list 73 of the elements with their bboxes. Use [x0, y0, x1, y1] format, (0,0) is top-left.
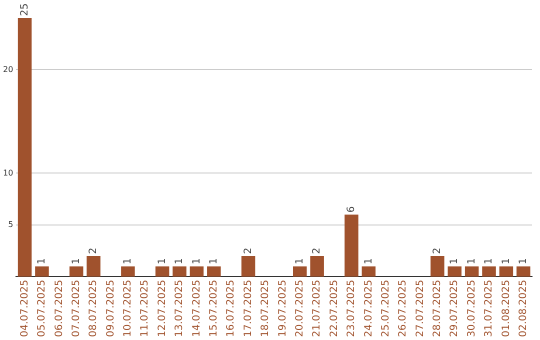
- bar: [86, 256, 100, 277]
- x-tick-label: 17.07.2025: [242, 280, 254, 338]
- data-label: 2: [312, 248, 323, 254]
- data-label: 1: [363, 258, 374, 264]
- bar: [464, 266, 479, 277]
- x-tick-label: 01.08.2025: [500, 280, 512, 338]
- x-tick-label: 11.07.2025: [140, 280, 151, 338]
- data-label: 1: [70, 258, 82, 264]
- bar: [448, 266, 462, 277]
- data-label: 1: [294, 258, 306, 264]
- bar: [155, 266, 170, 277]
- x-tick-label: 16.07.2025: [226, 280, 237, 338]
- x-tick-label: 06.07.2025: [54, 280, 65, 338]
- bar: [172, 266, 186, 277]
- x-tick-label: 29.07.2025: [449, 280, 460, 338]
- bar: [121, 266, 135, 277]
- y-tick-label: 10: [2, 168, 14, 178]
- data-label: 1: [208, 258, 220, 264]
- x-tick-label: 31.07.2025: [484, 280, 495, 338]
- bar: [241, 256, 256, 277]
- y-tick-label: 20: [2, 64, 14, 74]
- x-tick-label: 30.07.2025: [466, 280, 478, 338]
- data-label: 2: [242, 248, 254, 254]
- x-tick-label: 07.07.2025: [70, 280, 82, 338]
- x-tick-label: 18.07.2025: [260, 280, 272, 338]
- x-tick-label: 05.07.2025: [36, 280, 48, 338]
- data-label: 1: [500, 258, 512, 264]
- data-label: 1: [36, 258, 48, 264]
- x-tick-label: 02.08.2025: [518, 280, 529, 338]
- bar: [207, 266, 221, 277]
- bar: [293, 266, 307, 277]
- x-tick-label: 08.07.2025: [88, 280, 100, 338]
- x-tick-label: 15.07.2025: [208, 280, 220, 338]
- data-label: 1: [466, 258, 478, 264]
- bar: [430, 256, 444, 277]
- x-tick-label: 23.07.2025: [346, 280, 358, 338]
- data-label: 2: [432, 248, 444, 254]
- data-label: 1: [191, 258, 202, 264]
- x-tick-label: 26.07.2025: [398, 280, 409, 338]
- data-label: 1: [518, 258, 529, 264]
- x-tick-label: 21.07.2025: [312, 280, 323, 338]
- x-tick-label: 09.07.2025: [105, 280, 116, 338]
- data-label: 25: [19, 3, 30, 16]
- x-tick-label: 14.07.2025: [191, 280, 202, 338]
- x-tick-label: 22.07.2025: [328, 280, 340, 338]
- x-tick-label: 28.07.2025: [432, 280, 444, 338]
- bar: [35, 266, 49, 277]
- data-label: 1: [156, 258, 168, 264]
- x-tick-label: 24.07.2025: [363, 280, 374, 338]
- bar: [499, 266, 514, 277]
- bar: [69, 266, 84, 277]
- bar: [362, 266, 376, 277]
- data-label: 1: [174, 258, 186, 264]
- bar: [190, 266, 204, 277]
- data-label: 1: [484, 258, 495, 264]
- x-tick-label: 04.07.2025: [19, 280, 30, 338]
- data-label: 6: [346, 206, 358, 213]
- data-label: 1: [122, 258, 134, 264]
- bar: [18, 18, 32, 277]
- x-tick-label: 13.07.2025: [174, 280, 186, 338]
- bar: [310, 256, 324, 277]
- data-label: 1: [449, 258, 460, 264]
- x-tick-label: 19.07.2025: [277, 280, 288, 338]
- bar: [482, 266, 496, 277]
- x-tick-label: 10.07.2025: [122, 280, 134, 338]
- x-tick-label: 20.07.2025: [294, 280, 306, 338]
- y-tick-label: 5: [8, 220, 14, 230]
- x-tick-label: 27.07.2025: [414, 280, 426, 338]
- x-tick-label: 12.07.2025: [156, 280, 168, 338]
- x-tick-label: 25.07.2025: [380, 280, 392, 338]
- data-label: 2: [88, 248, 100, 254]
- bar: [344, 214, 358, 277]
- bar: [516, 266, 530, 277]
